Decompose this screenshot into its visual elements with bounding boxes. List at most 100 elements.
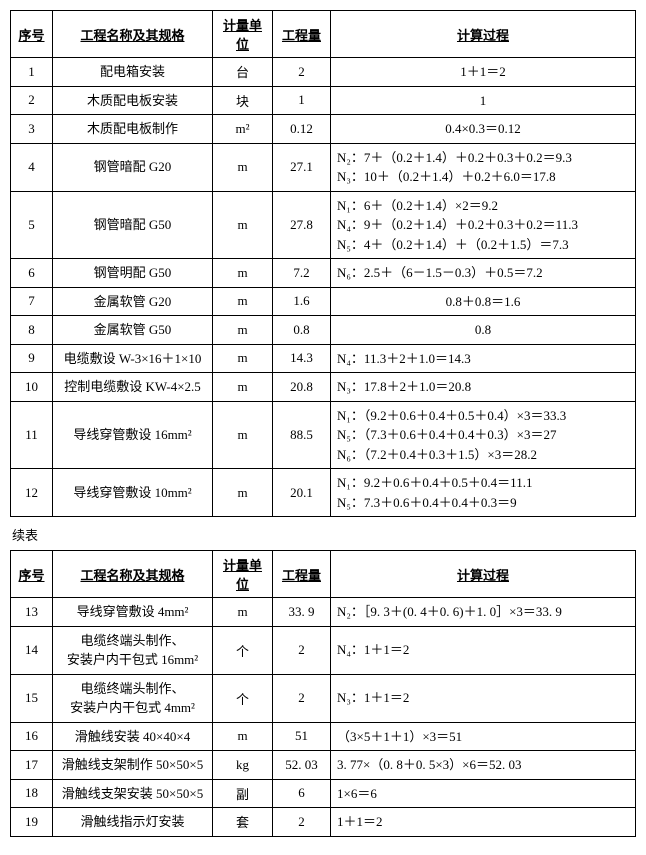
cell-calc: 1×6＝6 [331, 779, 636, 808]
cell-unit: m [213, 401, 273, 469]
engineering-quantities-table-1: 序号 工程名称及其规格 计量单位 工程量 计算过程 1配电箱安装台21＋1＝22… [10, 10, 636, 517]
header-qty: 工程量 [273, 551, 331, 598]
cell-qty: 2 [273, 808, 331, 837]
engineering-quantities-table-2: 序号 工程名称及其规格 计量单位 工程量 计算过程 13导线穿管敷设 4mm²m… [10, 550, 636, 837]
cell-idx: 19 [11, 808, 53, 837]
header-idx: 序号 [11, 11, 53, 58]
cell-qty: 2 [273, 674, 331, 722]
cell-qty: 0.8 [273, 316, 331, 345]
cell-name: 电缆敷设 W-3×16＋1×10 [53, 344, 213, 373]
table-row: 15电缆终端头制作、安装户内干包式 4mm²个2N₃：1＋1＝2 [11, 674, 636, 722]
table-row: 14电缆终端头制作、安装户内干包式 16mm²个2N₄：1＋1＝2 [11, 626, 636, 674]
cell-name: 木质配电板制作 [53, 115, 213, 144]
table-row: 18滑触线支架安装 50×50×5副61×6＝6 [11, 779, 636, 808]
cell-idx: 1 [11, 58, 53, 87]
cell-calc: （3×5＋1＋1）×3＝51 [331, 722, 636, 751]
cell-calc: 0.8＋0.8＝1.6 [331, 287, 636, 316]
cell-calc: N₄：1＋1＝2 [331, 626, 636, 674]
cell-name: 钢管暗配 G20 [53, 143, 213, 191]
cell-qty: 33. 9 [273, 598, 331, 627]
header-calc: 计算过程 [331, 551, 636, 598]
cell-idx: 5 [11, 191, 53, 259]
cell-idx: 16 [11, 722, 53, 751]
continued-label: 续表 [12, 525, 636, 544]
table-row: 10控制电缆敷设 KW-4×2.5m20.8N₃：17.8＋2＋1.0＝20.8 [11, 373, 636, 402]
cell-unit: m [213, 287, 273, 316]
cell-name: 滑触线支架制作 50×50×5 [53, 751, 213, 780]
cell-calc: 3. 77×（0. 8＋0. 5×3）×6＝52. 03 [331, 751, 636, 780]
cell-name: 金属软管 G20 [53, 287, 213, 316]
cell-idx: 4 [11, 143, 53, 191]
cell-idx: 8 [11, 316, 53, 345]
cell-unit: 个 [213, 674, 273, 722]
cell-unit: 台 [213, 58, 273, 87]
header-unit: 计量单位 [213, 551, 273, 598]
cell-idx: 17 [11, 751, 53, 780]
cell-calc: N₃：17.8＋2＋1.0＝20.8 [331, 373, 636, 402]
cell-idx: 13 [11, 598, 53, 627]
table-header-row: 序号 工程名称及其规格 计量单位 工程量 计算过程 [11, 551, 636, 598]
table-row: 16滑触线安装 40×40×4m51（3×5＋1＋1）×3＝51 [11, 722, 636, 751]
table-header-row: 序号 工程名称及其规格 计量单位 工程量 计算过程 [11, 11, 636, 58]
cell-unit: m² [213, 115, 273, 144]
cell-name: 滑触线安装 40×40×4 [53, 722, 213, 751]
cell-name: 滑触线指示灯安装 [53, 808, 213, 837]
cell-unit: m [213, 316, 273, 345]
cell-qty: 20.1 [273, 469, 331, 517]
cell-qty: 27.8 [273, 191, 331, 259]
cell-calc: N₃：1＋1＝2 [331, 674, 636, 722]
cell-unit: m [213, 373, 273, 402]
header-unit: 计量单位 [213, 11, 273, 58]
cell-unit: m [213, 722, 273, 751]
cell-idx: 11 [11, 401, 53, 469]
cell-calc: 1 [331, 86, 636, 115]
cell-qty: 88.5 [273, 401, 331, 469]
table-row: 7金属软管 G20m1.60.8＋0.8＝1.6 [11, 287, 636, 316]
cell-idx: 10 [11, 373, 53, 402]
cell-idx: 7 [11, 287, 53, 316]
cell-qty: 20.8 [273, 373, 331, 402]
cell-calc: N₁：9.2＋0.6＋0.4＋0.5＋0.4＝11.1N₅：7.3＋0.6＋0.… [331, 469, 636, 517]
table-row: 8金属软管 G50m0.80.8 [11, 316, 636, 345]
cell-calc: 1＋1＝2 [331, 808, 636, 837]
cell-name: 滑触线支架安装 50×50×5 [53, 779, 213, 808]
cell-unit: m [213, 259, 273, 288]
cell-qty: 1 [273, 86, 331, 115]
cell-qty: 1.6 [273, 287, 331, 316]
header-idx: 序号 [11, 551, 53, 598]
cell-name: 导线穿管敷设 16mm² [53, 401, 213, 469]
cell-qty: 0.12 [273, 115, 331, 144]
cell-idx: 2 [11, 86, 53, 115]
cell-calc: N₆：2.5＋（6－1.5－0.3）＋0.5＝7.2 [331, 259, 636, 288]
table-row: 9电缆敷设 W-3×16＋1×10m14.3N₄：11.3＋2＋1.0＝14.3 [11, 344, 636, 373]
cell-calc: N₂：7＋（0.2＋1.4）＋0.2＋0.3＋0.2＝9.3N₃：10＋（0.2… [331, 143, 636, 191]
cell-idx: 18 [11, 779, 53, 808]
cell-name: 导线穿管敷设 10mm² [53, 469, 213, 517]
cell-unit: 个 [213, 626, 273, 674]
cell-unit: 套 [213, 808, 273, 837]
cell-name: 导线穿管敷设 4mm² [53, 598, 213, 627]
cell-qty: 7.2 [273, 259, 331, 288]
table-row: 19滑触线指示灯安装套21＋1＝2 [11, 808, 636, 837]
cell-name: 钢管明配 G50 [53, 259, 213, 288]
table-row: 3木质配电板制作m²0.120.4×0.3＝0.12 [11, 115, 636, 144]
table-row: 11导线穿管敷设 16mm²m88.5N₁：（9.2＋0.6＋0.4＋0.5＋0… [11, 401, 636, 469]
cell-calc: 1＋1＝2 [331, 58, 636, 87]
cell-qty: 2 [273, 58, 331, 87]
cell-unit: kg [213, 751, 273, 780]
cell-idx: 9 [11, 344, 53, 373]
cell-name: 金属软管 G50 [53, 316, 213, 345]
cell-idx: 3 [11, 115, 53, 144]
table-row: 12导线穿管敷设 10mm²m20.1N₁：9.2＋0.6＋0.4＋0.5＋0.… [11, 469, 636, 517]
cell-unit: m [213, 598, 273, 627]
cell-calc: N₁：6＋（0.2＋1.4）×2＝9.2N₄：9＋（0.2＋1.4）＋0.2＋0… [331, 191, 636, 259]
header-qty: 工程量 [273, 11, 331, 58]
table-row: 4钢管暗配 G20m27.1N₂：7＋（0.2＋1.4）＋0.2＋0.3＋0.2… [11, 143, 636, 191]
cell-unit: m [213, 143, 273, 191]
cell-unit: 副 [213, 779, 273, 808]
cell-unit: 块 [213, 86, 273, 115]
cell-qty: 14.3 [273, 344, 331, 373]
cell-name: 控制电缆敷设 KW-4×2.5 [53, 373, 213, 402]
cell-idx: 6 [11, 259, 53, 288]
header-calc: 计算过程 [331, 11, 636, 58]
